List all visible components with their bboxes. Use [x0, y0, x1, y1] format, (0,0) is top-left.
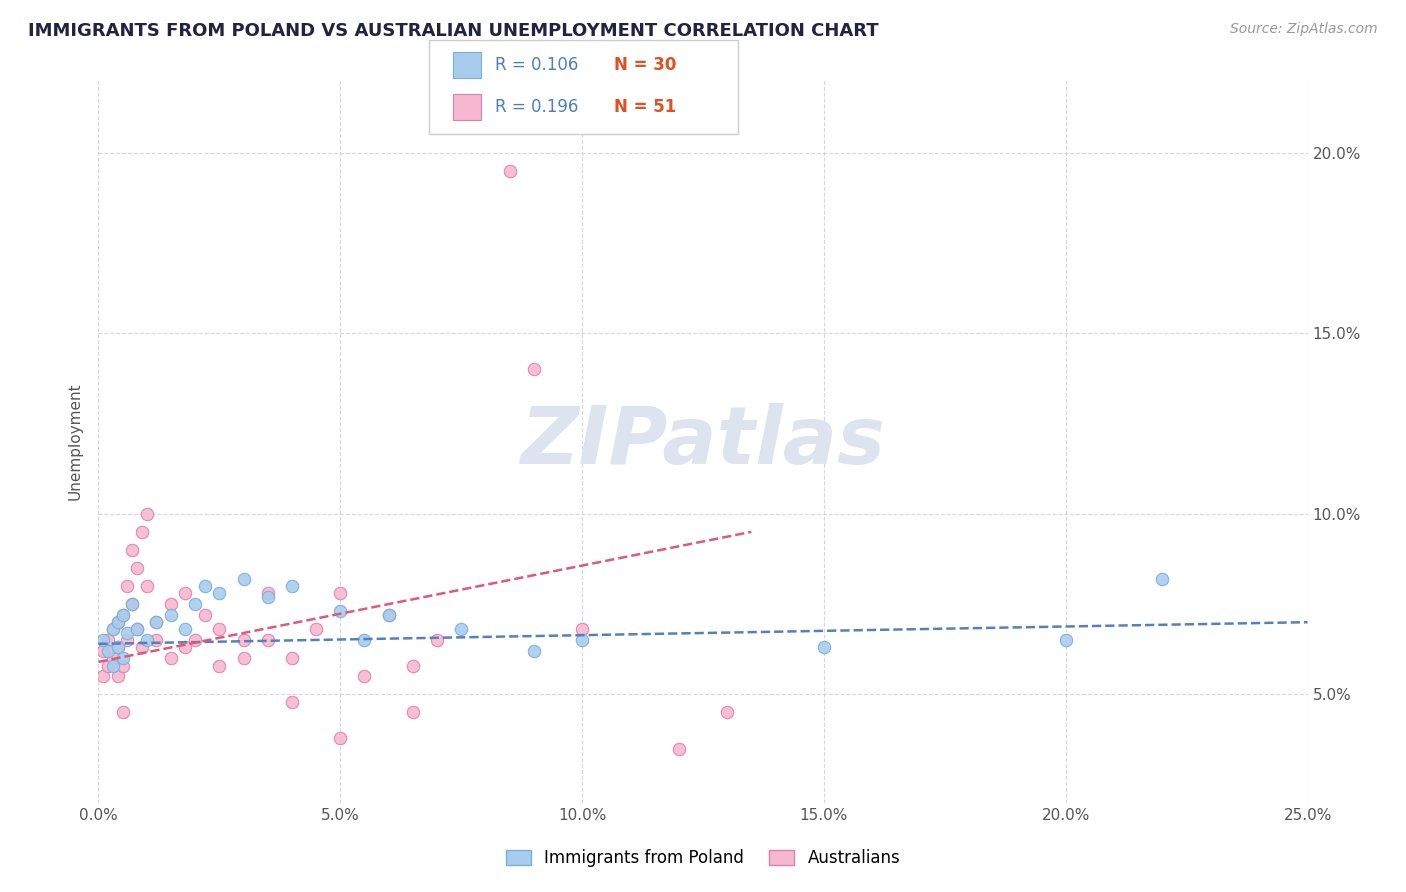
Text: IMMIGRANTS FROM POLAND VS AUSTRALIAN UNEMPLOYMENT CORRELATION CHART: IMMIGRANTS FROM POLAND VS AUSTRALIAN UNE…	[28, 22, 879, 40]
Point	[107, 640, 129, 655]
Point	[91, 644, 114, 658]
Point	[281, 579, 304, 593]
Point	[232, 572, 254, 586]
Point	[208, 658, 231, 673]
Point	[256, 590, 278, 604]
Point	[160, 607, 183, 622]
Y-axis label: Unemployment: Unemployment	[67, 383, 83, 500]
Point	[97, 658, 120, 673]
Point	[208, 586, 231, 600]
Point	[498, 163, 520, 178]
Point	[135, 633, 157, 648]
Point	[402, 658, 425, 673]
Point	[377, 607, 399, 622]
Point	[117, 579, 139, 593]
Point	[145, 615, 167, 630]
Point	[571, 623, 593, 637]
Point	[127, 561, 149, 575]
Point	[131, 640, 153, 655]
Text: N = 51: N = 51	[614, 98, 676, 116]
Point	[111, 658, 134, 673]
Point	[97, 633, 120, 648]
Point	[101, 623, 124, 637]
Point	[232, 633, 254, 648]
Point	[353, 669, 375, 683]
Point	[121, 542, 143, 557]
Point	[813, 640, 835, 655]
Point	[107, 640, 129, 655]
Point	[281, 651, 304, 665]
Point	[256, 633, 278, 648]
Point	[145, 633, 167, 648]
Point	[194, 607, 217, 622]
Point	[101, 623, 124, 637]
Point	[160, 597, 183, 611]
Point	[107, 615, 129, 630]
Point	[281, 695, 304, 709]
Point	[101, 651, 124, 665]
Point	[111, 607, 134, 622]
Point	[329, 604, 352, 618]
Text: ZIPatlas: ZIPatlas	[520, 402, 886, 481]
Point	[184, 633, 207, 648]
Point	[1152, 572, 1174, 586]
Point	[121, 597, 143, 611]
Point	[353, 633, 375, 648]
Text: N = 30: N = 30	[614, 56, 676, 74]
Point	[111, 706, 134, 720]
Point	[256, 586, 278, 600]
Point	[117, 633, 139, 648]
Point	[184, 597, 207, 611]
Point	[716, 706, 738, 720]
Point	[329, 586, 352, 600]
Point	[127, 623, 149, 637]
Point	[97, 644, 120, 658]
Point	[135, 579, 157, 593]
Point	[91, 669, 114, 683]
Point	[131, 524, 153, 539]
Point	[402, 706, 425, 720]
Text: R = 0.196: R = 0.196	[495, 98, 578, 116]
Point	[101, 658, 124, 673]
Point	[91, 633, 114, 648]
Point	[523, 644, 546, 658]
Point	[111, 651, 134, 665]
Point	[160, 651, 183, 665]
Point	[305, 623, 328, 637]
Text: Source: ZipAtlas.com: Source: ZipAtlas.com	[1230, 22, 1378, 37]
Point	[329, 731, 352, 745]
Point	[127, 623, 149, 637]
Point	[107, 669, 129, 683]
Point	[571, 633, 593, 648]
Text: R = 0.106: R = 0.106	[495, 56, 578, 74]
Point	[174, 640, 197, 655]
Point	[523, 362, 546, 376]
Point	[107, 615, 129, 630]
Point	[208, 623, 231, 637]
Point	[111, 607, 134, 622]
Point	[135, 507, 157, 521]
Point	[377, 607, 399, 622]
Legend: Immigrants from Poland, Australians: Immigrants from Poland, Australians	[499, 843, 907, 874]
Point	[232, 651, 254, 665]
Point	[121, 597, 143, 611]
Point	[1054, 633, 1077, 648]
Point	[145, 615, 167, 630]
Point	[450, 623, 472, 637]
Point	[117, 626, 139, 640]
Point	[668, 741, 690, 756]
Point	[194, 579, 217, 593]
Point	[174, 623, 197, 637]
Point	[426, 633, 449, 648]
Point	[174, 586, 197, 600]
